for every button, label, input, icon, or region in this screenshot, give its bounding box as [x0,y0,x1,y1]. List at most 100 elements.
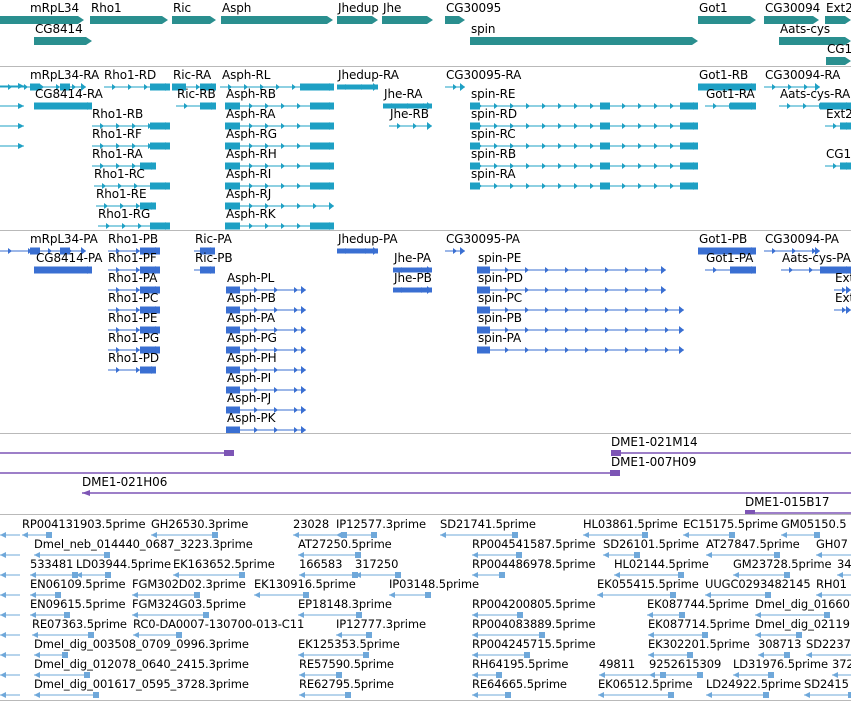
est-re57590-5prime[interactable] [299,672,342,678]
est-rh01[interactable] [816,592,851,598]
est-hl02144-5prime[interactable] [614,572,684,578]
transcript-jhe-rb[interactable] [389,122,432,130]
est-hl03861-5prime[interactable] [583,532,648,538]
protein-asph-pa[interactable] [226,326,306,334]
est-at27847-5prime[interactable] [706,552,780,558]
est-rp004245715-5prime[interactable] [472,652,530,658]
est-gm05150-5[interactable] [781,532,820,538]
protein-rho1-pg[interactable] [108,346,160,354]
protein-spin-pd[interactable] [477,286,666,294]
protein-ric-pb[interactable] [194,266,215,274]
est-sd21741-5prime[interactable] [440,532,518,538]
est-372[interactable] [832,672,851,678]
protein-spin-pa[interactable] [477,346,684,354]
offscreen-transcript[interactable] [0,123,24,129]
protein-spin-pc[interactable] [477,306,684,314]
protein-rho1-pd[interactable] [108,366,156,374]
est-dmel-dig-012078-0640-2415-3prime[interactable] [34,672,90,678]
gene-mrpl34[interactable] [0,16,84,24]
protein-jhe-pb[interactable] [393,286,432,294]
transcript-asph-rg[interactable] [225,142,334,150]
protein-rho1-pf[interactable] [108,266,160,274]
est-gh07[interactable] [816,552,851,558]
transcript-spin-re[interactable] [470,102,698,110]
est-ip03148-5prime[interactable] [389,592,431,598]
transcript-spin-ra[interactable] [470,182,698,190]
est-ek087744-5prime[interactable] [647,612,685,618]
offscreen-transcript[interactable] [0,143,24,149]
est-dmel-dig-02119[interactable] [755,632,802,638]
transcript-got1-ra[interactable] [705,102,756,110]
offscreen-transcript[interactable] [0,83,24,89]
transcript-rho1-rf[interactable] [92,142,170,150]
protein-asph-pg[interactable] [226,346,306,354]
transcript-cg1[interactable] [825,162,851,170]
transcript-rho1-ra[interactable] [92,162,156,170]
est-ek125353-5prime[interactable] [298,652,369,658]
est-317250[interactable] [355,572,401,578]
gene-rho1[interactable] [90,16,168,24]
gene-spin[interactable] [470,37,698,45]
protein-cg30094-pa[interactable] [764,247,820,255]
protein-got1-pa[interactable] [705,266,756,274]
gene-cg8414[interactable] [34,37,92,45]
est-dmel-dig-003508-0709-0996-3prime[interactable] [34,652,68,658]
transcript-rho1-rc[interactable] [94,182,170,190]
protein-spin-pb[interactable] [477,326,684,334]
gene-ext2[interactable] [825,16,851,24]
protein-ric-pa[interactable] [194,247,215,255]
est-en09615-5prime[interactable] [30,612,70,618]
transcript-asph-ri[interactable] [225,182,334,190]
gene-cg30094[interactable] [764,16,819,24]
transcript-ric-rb[interactable] [176,102,216,110]
protein-jhedup-pa[interactable] [337,247,378,255]
protein-ext[interactable] [834,286,851,294]
protein-jhe-pa[interactable] [393,266,432,274]
gene-jhedup[interactable] [337,16,378,24]
protein-rho1-pb[interactable] [108,247,160,255]
transcript-asph-rj[interactable] [225,202,334,210]
transcript-ext2[interactable] [825,122,851,130]
clone-left-fragment[interactable] [0,450,234,456]
transcript-spin-rd[interactable] [470,122,698,130]
transcript-asph-rl[interactable] [220,83,334,91]
est-at27250-5prime[interactable] [298,552,361,558]
gene-asph[interactable] [221,16,333,24]
offscreen-est[interactable] [0,592,20,598]
gene-got1[interactable] [698,16,756,24]
transcript-ric-ra[interactable] [172,83,216,91]
est-rp004200805-5prime[interactable] [472,612,523,618]
protein-asph-pj[interactable] [226,406,306,414]
est-533481[interactable] [30,572,78,578]
protein-spin-pe[interactable] [477,266,666,274]
transcript-aats-cys-ra[interactable] [779,102,851,110]
protein-rho1-pa[interactable] [108,286,160,294]
transcript-rho1-rd[interactable] [104,83,170,91]
protein-got1-pb[interactable] [698,247,756,255]
offscreen-est[interactable] [0,612,20,618]
est-en06109-5prime[interactable] [30,592,61,598]
offscreen-est[interactable] [0,552,20,558]
est-rp004131903-5prime[interactable] [22,532,52,538]
transcript-spin-rb[interactable] [470,162,698,170]
est-ek302201-5prime[interactable] [648,652,693,658]
est-rp004486978-5prime[interactable] [472,572,505,578]
clone-dme1-007h09[interactable] [0,470,620,476]
est-rp004541587-5prime[interactable] [472,552,522,558]
transcript-cg30094-ra[interactable] [764,83,820,91]
offscreen-est[interactable] [0,672,20,678]
offscreen-est[interactable] [0,652,20,658]
est-dmel-dig-001617-0595-3728-3prime[interactable] [34,692,99,698]
est-ip12777-3prime[interactable] [336,632,372,638]
protein-asph-ph[interactable] [226,366,306,374]
transcript-spin-rc[interactable] [470,142,698,150]
protein-asph-pi[interactable] [226,386,306,394]
transcript-rho1-rb[interactable] [92,122,170,130]
transcript-asph-ra[interactable] [225,122,334,130]
transcript-got1-rb[interactable] [698,83,756,91]
transcript-asph-rh[interactable] [225,162,334,170]
transcript-rho1-rg[interactable] [98,222,170,230]
gene-cg1[interactable] [826,57,851,65]
transcript-jhedup-ra[interactable] [337,83,378,91]
gene-jhe[interactable] [382,16,433,24]
